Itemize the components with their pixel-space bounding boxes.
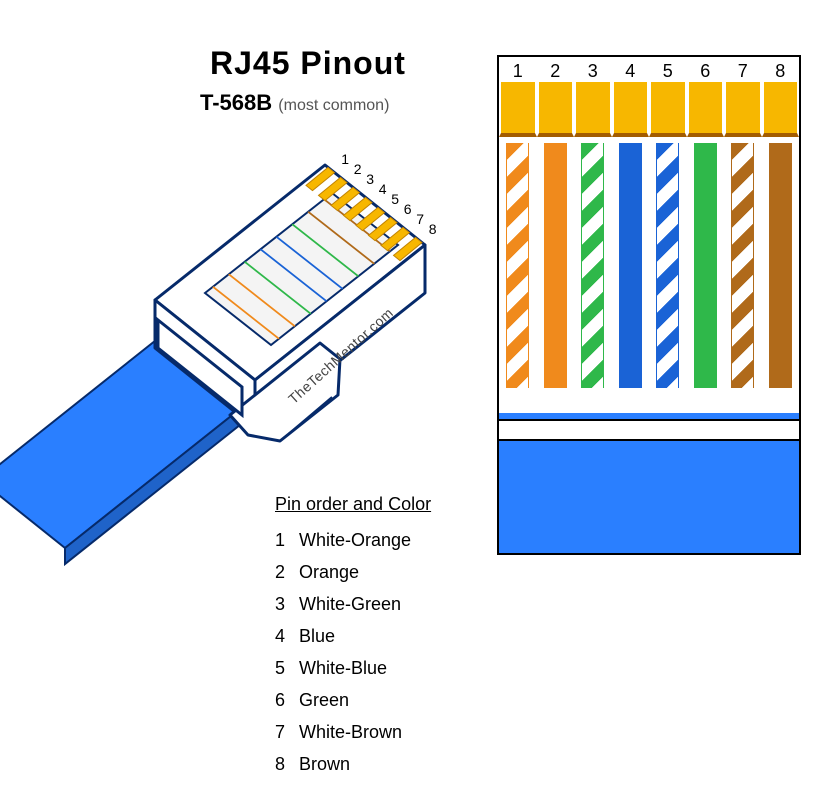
gold-pin (687, 82, 725, 137)
legend-row: 4Blue (275, 620, 431, 652)
wires-row (499, 143, 799, 388)
wire-white-brown (731, 143, 754, 388)
svg-text:1: 1 (341, 151, 349, 167)
legend-row: 7White-Brown (275, 716, 431, 748)
wire-white-orange (506, 143, 529, 388)
gold-pin (649, 82, 687, 137)
pin-number: 6 (687, 57, 725, 82)
svg-text:8: 8 (429, 221, 437, 237)
gold-pin (762, 82, 800, 137)
svg-text:2: 2 (354, 161, 362, 177)
pin-number: 5 (649, 57, 687, 82)
pin-number: 4 (612, 57, 650, 82)
svg-text:4: 4 (379, 181, 387, 197)
svg-text:3: 3 (366, 171, 374, 187)
legend-row: 2Orange (275, 556, 431, 588)
legend-row: 8Brown (275, 748, 431, 780)
legend-title: Pin order and Color (275, 488, 431, 520)
wire-white-green (581, 143, 604, 388)
wire-white-blue (656, 143, 679, 388)
legend-row: 1White-Orange (275, 524, 431, 556)
gold-contacts-row (499, 82, 799, 137)
pin-number: 8 (762, 57, 800, 82)
gold-pin (612, 82, 650, 137)
pin-number-row: 12345678 (499, 57, 799, 82)
wire-brown (769, 143, 792, 388)
gold-pin (724, 82, 762, 137)
gold-pin (574, 82, 612, 137)
gold-pin (537, 82, 575, 137)
pinout-flat-panel: 12345678 (497, 55, 801, 555)
wire-green (694, 143, 717, 388)
legend-row: 5White-Blue (275, 652, 431, 684)
legend-row: 6Green (275, 684, 431, 716)
svg-text:7: 7 (416, 211, 424, 227)
wire-blue (619, 143, 642, 388)
pin-number: 7 (724, 57, 762, 82)
pin-number: 1 (499, 57, 537, 82)
wire-orange (544, 143, 567, 388)
svg-text:6: 6 (404, 201, 412, 217)
page-title: RJ45 Pinout (210, 45, 406, 82)
pin-legend: Pin order and Color 1White-Orange2Orange… (275, 488, 431, 780)
legend-row: 3White-Green (275, 588, 431, 620)
cable-jacket-band (499, 419, 799, 441)
pin-number: 2 (537, 57, 575, 82)
svg-text:5: 5 (391, 191, 399, 207)
gold-pin (499, 82, 537, 137)
pin-number: 3 (574, 57, 612, 82)
